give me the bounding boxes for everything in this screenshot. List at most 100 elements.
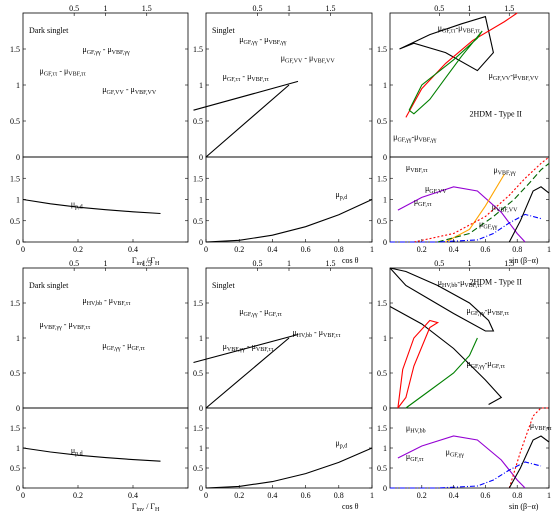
y-tick-label: 0.5 bbox=[377, 117, 387, 126]
x-tick-label: 0.4 bbox=[449, 245, 459, 254]
top-tick-label: 0.5 bbox=[69, 259, 79, 268]
lower-curve-1 bbox=[22, 198, 161, 215]
panel-title: 2HDM - Type II bbox=[470, 277, 523, 286]
x-axis-label: cos θ bbox=[342, 256, 359, 265]
lower-label-1: μGF,γγ bbox=[479, 220, 498, 231]
upper-label-2: μGF,γγ-μVBF,ττ bbox=[466, 306, 509, 317]
y-tick-label: 0 bbox=[16, 238, 20, 247]
lower-curve-3 bbox=[413, 156, 550, 243]
upper-curve-4 bbox=[405, 337, 478, 409]
y-tick-label: 0.5 bbox=[377, 369, 387, 378]
x-tick-label: 0.6 bbox=[301, 245, 311, 254]
x-tick-label: 0.2 bbox=[417, 491, 427, 500]
upper-label-2: μGF,γγ - μGF,ττ bbox=[102, 341, 145, 352]
lower-curve-1 bbox=[397, 186, 526, 243]
panel-3: 0 0.5 1 1.5 μGF,γγ-μVBF,γγ μGF,VV-μVBF,VV μGF,… bbox=[377, 4, 551, 265]
lower-label-6: μVBF,γγ bbox=[493, 165, 516, 176]
y-tick-label: 0 bbox=[16, 484, 20, 493]
x-axis-label: Γinv / ΓH bbox=[132, 502, 160, 513]
y-tick-label: 1.5 bbox=[10, 45, 20, 54]
top-tick-label: 0.5 bbox=[252, 4, 262, 13]
y-tick-label: 0.5 bbox=[193, 117, 203, 126]
y-tick-label: 0.5 bbox=[193, 369, 203, 378]
upper-curve-1 bbox=[193, 333, 299, 364]
upper-label-3: μHV,bb-μVBF,ττ bbox=[438, 278, 483, 289]
y-tick-label: 1 bbox=[199, 334, 203, 343]
lower-label-3: μVBF,VV bbox=[492, 203, 518, 214]
lower-label-2: μGF,ττ bbox=[406, 452, 424, 463]
x-tick-label: 0.2 bbox=[73, 245, 83, 254]
x-tick-label: 0.2 bbox=[73, 491, 83, 500]
y-tick-label: 0.5 bbox=[10, 117, 20, 126]
y-tick-label: 1 bbox=[199, 444, 203, 453]
y-tick-label: 0.5 bbox=[10, 369, 20, 378]
x-tick-label: 0.4 bbox=[128, 245, 138, 254]
x-tick-label: 1 bbox=[370, 491, 374, 500]
y-tick-label: 0 bbox=[383, 484, 387, 493]
upper-label-1: μGF,γγ-μVBF,γγ bbox=[393, 133, 437, 144]
top-tick-label: 1 bbox=[104, 4, 108, 13]
x-tick-label: 0 bbox=[21, 491, 25, 500]
lower-curve-5 bbox=[390, 213, 542, 243]
y-tick-label: 1 bbox=[383, 334, 387, 343]
x-tick-label: 0.8 bbox=[512, 245, 522, 254]
upper-label-2: μGF,VV - μVBF,VV bbox=[102, 85, 157, 96]
x-tick-label: 0 bbox=[204, 491, 208, 500]
y-tick-label: 1.5 bbox=[10, 299, 20, 308]
lower-label-3: μHV,bb bbox=[406, 423, 426, 434]
upper-label-3: μHV,bb - μVBF,ττ bbox=[82, 296, 131, 307]
panel-title: Dark singlet bbox=[29, 26, 69, 35]
y-tick-label: 1 bbox=[383, 444, 387, 453]
x-tick-label: 1 bbox=[547, 245, 551, 254]
upper-label-3: μGF,γγ - μVBF,γγ bbox=[82, 45, 130, 56]
upper-curve-3 bbox=[397, 319, 440, 409]
panel-2: 0 0.5 1 1.5 μGF,ττ - μVBF,ττ μGF,VV - μVBF,VV… bbox=[193, 4, 374, 265]
y-tick-label: 1 bbox=[383, 196, 387, 205]
top-tick-label: 1.5 bbox=[326, 4, 336, 13]
top-tick-label: 1.5 bbox=[326, 259, 336, 268]
y-tick-label: 0 bbox=[16, 404, 20, 413]
top-tick-label: 1.5 bbox=[504, 259, 514, 268]
top-tick-label: 0.5 bbox=[69, 4, 79, 13]
lower-label-1: μp,d bbox=[71, 446, 83, 457]
x-tick-label: 1 bbox=[547, 491, 551, 500]
upper-label-2: μGF,VV-μVBF,VV bbox=[489, 71, 540, 82]
y-tick-label: 1 bbox=[199, 196, 203, 205]
y-tick-label: 1 bbox=[383, 81, 387, 90]
lower-frame bbox=[22, 407, 189, 489]
x-axis-label: sin (β−α) bbox=[509, 256, 539, 265]
top-tick-label: 0.5 bbox=[252, 259, 262, 268]
top-tick-label: 1 bbox=[468, 4, 472, 13]
x-axis-label: sin (β−α) bbox=[509, 502, 539, 511]
top-tick-label: 1.5 bbox=[142, 4, 152, 13]
y-tick-label: 1.5 bbox=[193, 174, 203, 183]
upper-label-1: μGF,γγ-μGF,ττ bbox=[466, 359, 505, 370]
upper-curve-1 bbox=[205, 337, 290, 409]
lower-label-5: μVBF,ττ bbox=[406, 163, 428, 174]
lower-curve-1 bbox=[205, 447, 373, 489]
y-tick-label: 1.5 bbox=[377, 424, 387, 433]
lower-curve-6 bbox=[508, 186, 550, 243]
y-tick-label: 1 bbox=[16, 81, 20, 90]
y-tick-label: 1 bbox=[16, 334, 20, 343]
lower-curve-2 bbox=[445, 173, 505, 243]
top-tick-label: 1.5 bbox=[504, 4, 514, 13]
x-axis-label: Γinv / ΓH bbox=[132, 256, 160, 267]
y-tick-label: 0 bbox=[383, 238, 387, 247]
lower-frame bbox=[22, 156, 189, 243]
panel-title: 2HDM - Type II bbox=[470, 110, 523, 119]
lower-curve-1 bbox=[397, 435, 526, 489]
top-tick-label: 1 bbox=[287, 4, 291, 13]
x-tick-label: 0.6 bbox=[480, 245, 490, 254]
x-tick-label: 0.2 bbox=[234, 245, 244, 254]
panel-title: Dark singlet bbox=[29, 281, 69, 290]
top-tick-label: 1.5 bbox=[142, 259, 152, 268]
panel-title: Singlet bbox=[212, 281, 235, 290]
upper-label-3: μGF,γγ - μVBF,γγ bbox=[239, 35, 287, 46]
x-tick-label: 0 bbox=[204, 245, 208, 254]
lower-label-4: μGF,VV bbox=[425, 184, 447, 195]
lower-label-4: μVBF,ττ bbox=[530, 421, 552, 432]
upper-label-2: μGF,VV - μVBF,VV bbox=[281, 54, 336, 65]
y-tick-label: 0.5 bbox=[377, 464, 387, 473]
lower-curve-2 bbox=[508, 407, 549, 489]
